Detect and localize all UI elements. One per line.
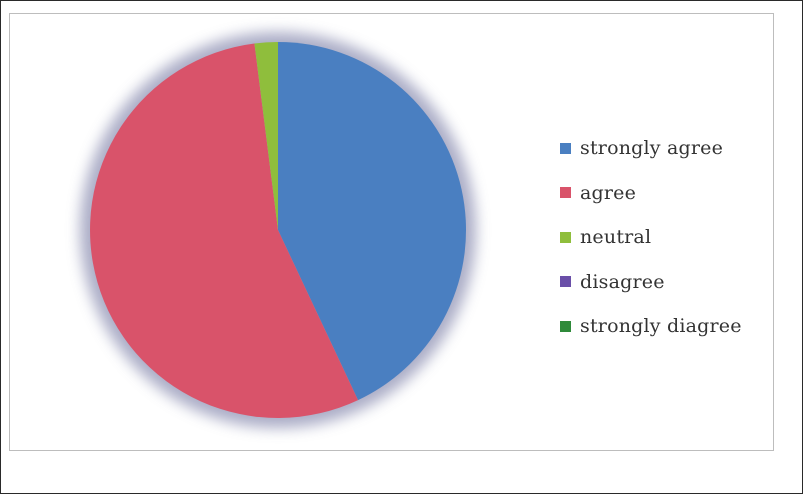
legend-label: agree xyxy=(580,181,637,204)
legend: strongly agree agree neutral disagree strong… xyxy=(560,126,742,349)
legend-label: disagree xyxy=(580,270,665,293)
legend-item: agree xyxy=(560,171,742,216)
pie-slice-strongly-agree xyxy=(278,42,467,401)
legend-item: disagree xyxy=(560,260,742,305)
legend-label: strongly diagree xyxy=(580,315,742,338)
legend-label: strongly agree xyxy=(580,137,724,160)
legend-label: neutral xyxy=(580,226,652,249)
legend-swatch xyxy=(560,142,571,154)
legend-item: strongly diagree xyxy=(560,304,742,349)
legend-swatch xyxy=(560,187,571,199)
legend-swatch xyxy=(560,320,571,332)
legend-swatch xyxy=(560,276,571,288)
pie-slice-agree xyxy=(90,43,359,418)
pie-slices xyxy=(90,41,467,418)
pie-slice-neutral xyxy=(254,41,278,230)
legend-swatch xyxy=(560,231,571,243)
legend-item: neutral xyxy=(560,215,742,260)
legend-item: strongly agree xyxy=(560,126,742,171)
